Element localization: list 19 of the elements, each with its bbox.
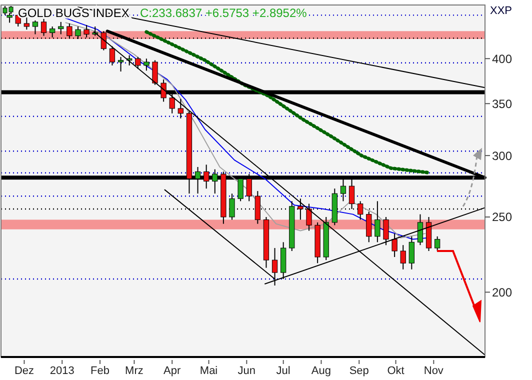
x-tick-label: Okt	[387, 365, 404, 377]
y-tick-label: 250	[492, 210, 512, 224]
x-tick-label: Mai	[200, 365, 218, 377]
text: XXP	[490, 5, 512, 17]
x-tick-label: Sep	[349, 365, 369, 377]
y-tick-label: 200	[492, 285, 512, 300]
x-tick-label: Feb	[90, 365, 110, 377]
x-tick-label: Aug	[311, 365, 332, 377]
x-tick-label: Dez	[14, 365, 34, 377]
x-tick-label: Jun	[238, 365, 256, 377]
x-tick-label: Apr	[164, 365, 182, 377]
x-tick-label: 2013	[50, 365, 74, 377]
chart-subtitle: C:233.6837 +6.5753 +2.8952%	[140, 6, 308, 20]
x-tick-label: Mrz	[125, 365, 144, 377]
y-tick-label: 400	[492, 52, 512, 66]
x-tick-label: Jul	[276, 365, 290, 377]
x-tick-label: Nov	[424, 365, 444, 377]
y-tick-label: 300	[492, 148, 512, 163]
y-tick-label: 350	[492, 96, 512, 111]
